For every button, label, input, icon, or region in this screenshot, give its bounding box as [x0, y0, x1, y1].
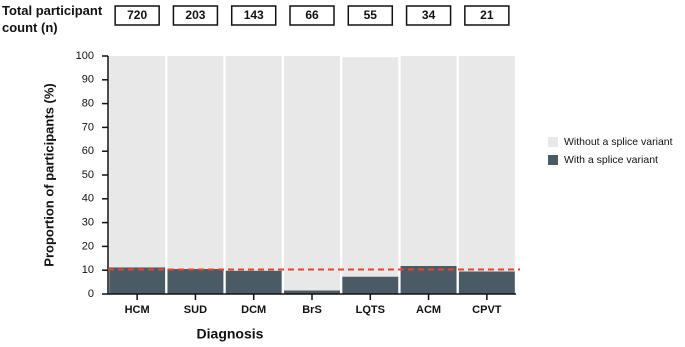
x-tick-label: BrS: [302, 304, 322, 316]
x-tick-label: LQTS: [356, 304, 385, 316]
x-tick-label: HCM: [125, 304, 150, 316]
count-box: [114, 5, 160, 26]
bar-segment: [284, 56, 340, 291]
bar-segment: [109, 56, 166, 268]
count-label: 21: [480, 8, 494, 22]
count-box: [464, 5, 510, 26]
count-box: [172, 5, 219, 26]
x-tick-label: SUD: [184, 304, 207, 316]
count-label: 143: [244, 8, 264, 22]
y-tick-label: 30: [82, 217, 94, 229]
y-tick-label: 100: [76, 50, 94, 62]
count-box: [289, 5, 335, 26]
y-tick-label: 20: [82, 240, 94, 252]
count-label: 66: [305, 8, 319, 22]
y-tick-label: 90: [82, 74, 94, 86]
bar-segment: [284, 290, 340, 294]
y-tick-label: 50: [82, 169, 94, 181]
legend-label: With a splice variant: [564, 154, 658, 166]
y-axis-title: Proportion of participants (%): [41, 83, 56, 266]
legend-swatch: [548, 155, 558, 165]
bar-segment: [458, 271, 515, 294]
count-label: 203: [185, 8, 205, 22]
y-tick-label: 0: [88, 288, 94, 300]
x-tick-label: DCM: [241, 304, 266, 316]
bar-segment: [400, 265, 457, 294]
count-title: Total participant count (n): [2, 3, 103, 35]
count-box: [405, 5, 452, 26]
count-box: [230, 5, 277, 26]
y-tick-label: 70: [82, 121, 94, 133]
count-label: 34: [422, 8, 436, 22]
x-axis-title: Diagnosis: [197, 326, 264, 342]
bar-segment: [167, 56, 224, 270]
x-tick-label: ACM: [416, 304, 441, 316]
bar-segment: [342, 276, 399, 294]
y-tick-label: 80: [82, 98, 94, 110]
count-box: [347, 5, 394, 26]
bar-segment: [400, 56, 457, 266]
bar-segment: [109, 267, 166, 294]
y-tick-label: 40: [82, 193, 94, 205]
y-tick-label: 60: [82, 145, 94, 157]
bar-segment: [342, 57, 399, 277]
legend-swatch: [548, 137, 558, 147]
bar-segment: [458, 56, 515, 272]
count-label: 55: [364, 8, 378, 22]
bar-segment: [167, 269, 224, 294]
x-tick-label: CPVT: [472, 304, 502, 316]
legend-label: Without a splice variant: [564, 136, 673, 148]
bar-segment: [225, 56, 282, 271]
y-tick-label: 10: [82, 264, 94, 276]
bar-segment: [225, 270, 282, 294]
count-label: 720: [127, 8, 147, 22]
